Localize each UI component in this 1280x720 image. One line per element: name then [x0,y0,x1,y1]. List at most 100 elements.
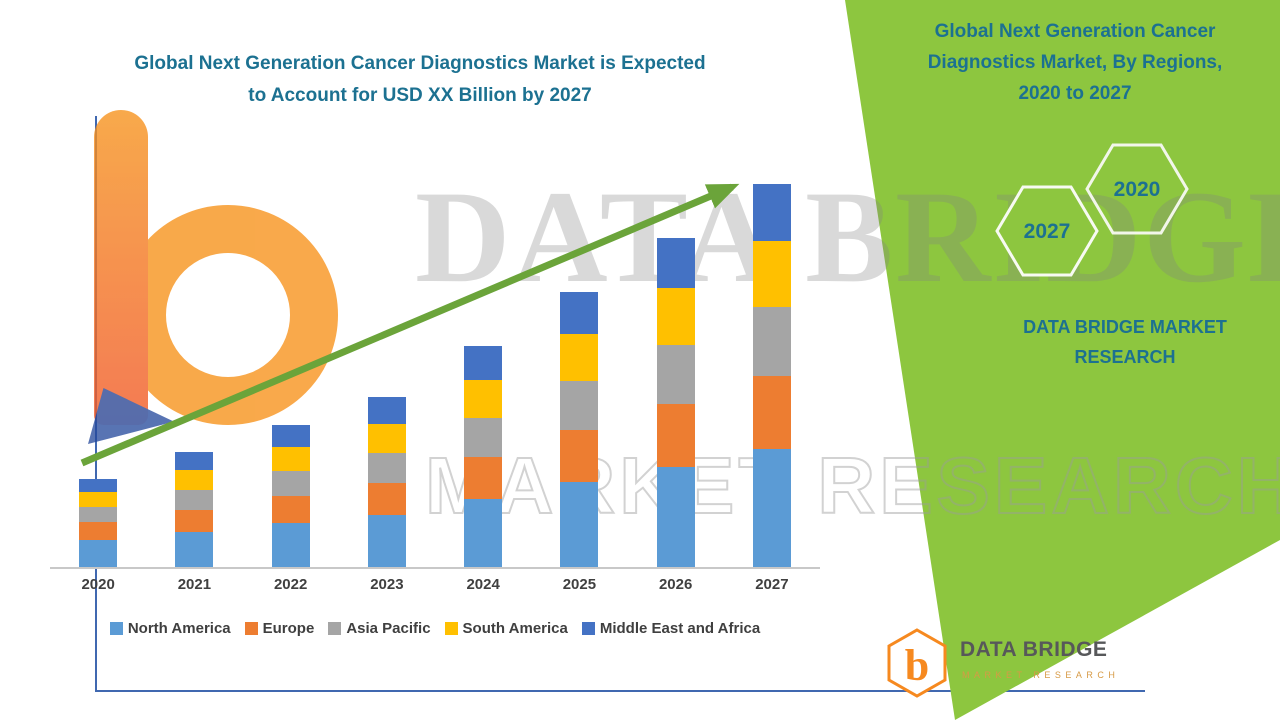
watermark-big-text: DATA BRIDGE [415,163,1280,310]
bar-segment-asia-pacific [79,507,118,522]
data-bridge-logo: b DATA BRIDGE MARKET RESEARCH [886,626,1176,710]
bar-segment-north-america [367,515,406,567]
legend-item: North America [109,620,231,637]
bar-segment-europe [79,522,118,540]
x-axis-label-2027: 2027 [755,576,789,593]
legend-label: Europe [262,620,315,637]
x-axis-label-2022: 2022 [273,576,308,593]
legend-item: Middle East and Africa [581,620,761,637]
bar-segment-middle-east-and-africa [175,452,214,470]
x-axis-label-2020: 2020 [81,576,115,593]
bar-segment-asia-pacific [175,490,214,510]
legend-swatch [244,622,258,635]
legend-label: Middle East and Africa [599,620,761,637]
bar-segment-asia-pacific [752,307,791,376]
stacked-bar-2027 [752,184,791,567]
bar-segment-middle-east-and-africa [464,346,503,380]
panel-title-line1: Global Next Generation Cancer [934,21,1216,42]
logo-b-glyph: b [905,641,929,690]
bar-segment-middle-east-and-africa [367,397,406,424]
chart-title-line2: to Account for USD XX Billion by 2027 [248,85,592,106]
bar-segment-south-america [656,288,695,345]
logo-hexagon-shape [887,628,947,698]
bar-segment-north-america [175,532,214,567]
panel-brand-line2: RESEARCH [1074,347,1176,367]
bar-segment-north-america [560,482,599,567]
legend-item: Europe [244,620,315,637]
bar-segment-south-america [271,447,310,471]
hexagon-2027-label: 2027 [1024,220,1071,243]
bar-segment-asia-pacific [560,381,599,430]
panel-title: Global Next Generation Cancer Diagnostic… [875,16,1275,109]
bar-segment-asia-pacific [656,345,695,404]
x-axis-label-2021: 2021 [177,576,212,593]
bar-segment-europe [752,376,791,449]
x-axis-label-2026: 2026 [658,576,693,593]
bar-segment-middle-east-and-africa [560,292,599,334]
trend-arrow [80,183,740,467]
bar-segment-europe [271,496,310,523]
bar-segment-europe [175,510,214,532]
bar-segment-middle-east-and-africa [752,184,791,241]
bar-segment-south-america [752,241,791,307]
chart-legend: North America Europe Asia Pacific South Ame… [40,620,830,637]
bar-segment-south-america [367,424,406,453]
legend-label: North America [127,620,231,637]
legend-label: South America [462,620,568,637]
bar-segment-south-america [560,334,599,381]
logo-tagline: MARKET RESEARCH [962,670,1120,680]
chart-title-line1: Global Next Generation Cancer Diagnostic… [134,53,706,74]
bar-segment-south-america [464,380,503,418]
trend-arrow-line [80,183,740,467]
year-hexagons: 2020 2027 [995,143,1189,277]
hexagon-2020-label: 2020 [1114,178,1161,201]
chart-title: Global Next Generation Cancer Diagnostic… [90,48,750,112]
legend-swatch [328,622,342,635]
stacked-bar-2026 [656,238,695,567]
legend-label: Asia Pacific [346,620,431,637]
bar-segment-middle-east-and-africa [79,479,118,492]
b-watermark-stem [94,110,148,425]
bar-segment-south-america [79,492,118,507]
panel-brand-text: DATA BRIDGE MARKET RESEARCH [980,312,1270,372]
panel-brand-line1: DATA BRIDGE MARKET [1023,317,1227,337]
bar-segment-europe [464,457,503,499]
bar-segment-asia-pacific [271,471,310,496]
panel-title-line2: Diagnostics Market, By Regions, [927,52,1223,73]
stacked-bar-chart [50,167,820,569]
bar-segment-middle-east-and-africa [656,238,695,288]
stacked-bar-2020 [79,479,118,567]
legend-swatch [444,622,458,635]
bar-segment-europe [560,430,599,482]
bar-segment-north-america [271,523,310,567]
data-bridge-b-watermark [88,110,348,445]
bar-segment-middle-east-and-africa [271,425,310,447]
stacked-bar-2023 [367,397,406,567]
bar-segment-south-america [175,470,214,490]
stacked-bar-2024 [464,346,503,567]
bar-segment-asia-pacific [367,453,406,483]
stacked-bar-2021 [175,452,214,567]
x-axis-labels: 2020 2021 2022 2023 2024 2025 2026 2027 [50,576,820,593]
x-axis-label-2023: 2023 [370,576,404,593]
bar-segment-europe [656,404,695,467]
bar-segment-asia-pacific [464,418,503,457]
legend-swatch [581,622,595,635]
legend-swatch [109,622,123,635]
legend-item: South America [444,620,568,637]
panel-title-line3: 2020 to 2027 [1018,83,1132,104]
hexagon-2020-shape [1085,143,1189,235]
bar-segment-north-america [752,449,791,567]
logo-name: DATA BRIDGE [960,638,1108,661]
logo-hexagon-icon: b [887,628,947,698]
x-axis-label-2025: 2025 [562,576,597,593]
bar-segment-europe [367,483,406,515]
bar-segment-north-america [656,467,695,567]
stacked-bar-2025 [560,292,599,567]
bar-segment-north-america [464,499,503,567]
legend-item: Asia Pacific [328,620,431,637]
hexagon-2027-shape [995,185,1099,277]
x-axis-label-2024: 2024 [466,576,500,593]
stacked-bar-2022 [271,425,310,567]
